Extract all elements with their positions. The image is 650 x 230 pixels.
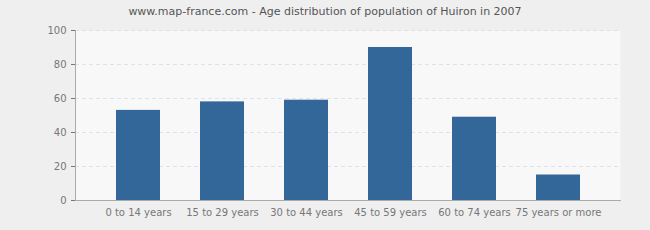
svg-text:40: 40 <box>54 127 67 138</box>
svg-text:20: 20 <box>54 161 67 172</box>
svg-text:75 years or more: 75 years or more <box>516 207 602 218</box>
svg-text:60 to 74 years: 60 to 74 years <box>438 207 511 218</box>
svg-text:80: 80 <box>54 59 67 70</box>
html-text:www.map-france.com - Age distr: www.map-france.com - Age distribution of… <box>128 5 522 18</box>
svg-text:45 to 59 years: 45 to 59 years <box>354 207 427 218</box>
svg-text:0: 0 <box>60 195 66 206</box>
svg-text:100: 100 <box>47 25 66 36</box>
svg-text:60: 60 <box>54 93 67 104</box>
svg-text:15 to 29 years: 15 to 29 years <box>186 207 259 218</box>
svg-text:30 to 44 years: 30 to 44 years <box>270 207 343 218</box>
svg-text:0 to 14 years: 0 to 14 years <box>105 207 171 218</box>
